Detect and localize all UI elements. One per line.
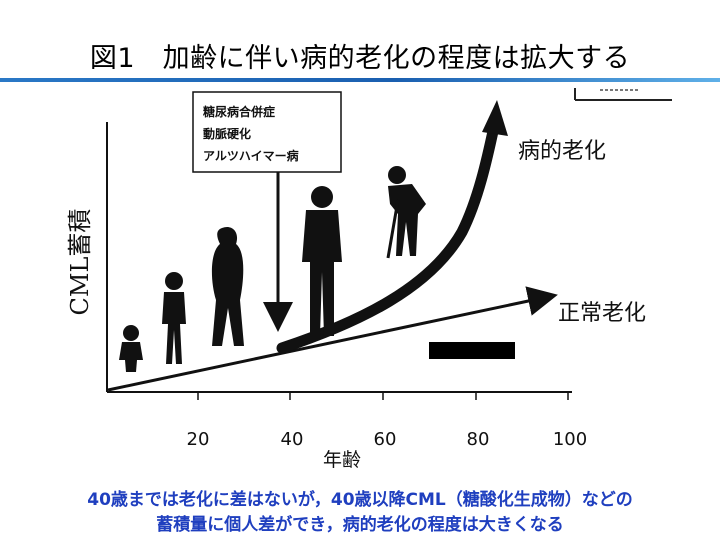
title-divider (0, 78, 720, 82)
x-tick-label: 20 (187, 429, 210, 450)
caption-line-2: 蓄積量に個人差ができ，病的老化の程度は大きくなる (156, 515, 564, 535)
woman-silhouette (211, 226, 244, 346)
x-axis-label: 年齢 (323, 449, 361, 471)
pathological-curve-arrowhead (482, 100, 508, 136)
disease-item: アルツハイマー病 (203, 148, 299, 163)
x-tick-label: 60 (374, 429, 397, 450)
x-tick-label: 40 (281, 429, 304, 450)
elderly-silhouette (386, 166, 426, 259)
adult-man-silhouette (302, 186, 342, 336)
slide-title: 図1 加齢に伴い病的老化の程度は拡大する (89, 43, 631, 74)
disease-item: 糖尿病合併症 (203, 104, 275, 119)
normal-aging-label: 正常老化 (558, 301, 646, 326)
pathological-aging-label: 病的老化 (518, 139, 606, 164)
black-bar (429, 342, 515, 359)
disease-item: 動脈硬化 (203, 126, 251, 141)
child-silhouette (119, 325, 143, 372)
disease-box (192, 91, 342, 173)
scale-bar-fragment (574, 88, 672, 101)
aging-diagram: 20 40 60 80 100 年齢 CML蓄積 病的老化 正常老化 糖尿病合併… (66, 88, 672, 471)
x-axis-ticks (197, 392, 569, 400)
y-axis-label: CML蓄積 (66, 209, 94, 316)
youth-silhouette (162, 272, 186, 364)
caption-line-1: 40歳までは老化に差はないが，40歳以降CML（糖酸化生成物）などの (87, 490, 633, 510)
x-tick-label: 80 (467, 429, 490, 450)
x-tick-label: 100 (553, 429, 587, 450)
normal-aging-line (107, 286, 558, 392)
pathological-aging-curve (276, 116, 501, 354)
